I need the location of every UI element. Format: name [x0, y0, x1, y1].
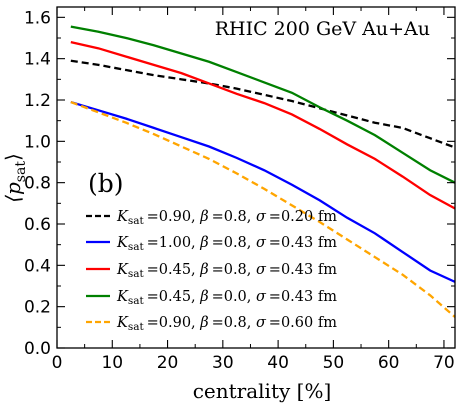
x-tick-label: 40 — [267, 353, 289, 373]
series-layer — [70, 25, 456, 318]
legend-label-2: Ksat =1.00, β =0.8, σ =0.43 fm — [116, 235, 337, 253]
legend-label-5: Ksat =0.90, β =0.8, σ =0.60 fm — [116, 315, 337, 333]
y-tick-label: 1.2 — [24, 91, 51, 111]
series-line-1 — [70, 59, 456, 149]
legend-label-4: Ksat =0.45, β =0.0, σ =0.43 fm — [116, 289, 337, 307]
y-tick-label: 1.6 — [24, 8, 51, 28]
panel-label: (b) — [88, 169, 124, 198]
x-tick-label: 20 — [157, 353, 179, 373]
x-tick-label: 60 — [378, 353, 400, 373]
series-line-3 — [70, 41, 456, 210]
x-tick-label: 70 — [433, 353, 455, 373]
legend: Ksat =0.90, β =0.8, σ =0.20 fm Ksat =1.00… — [86, 209, 337, 333]
annotation-text: RHIC 200 GeV Au+Au — [215, 18, 430, 40]
y-tick-label: 1.4 — [24, 50, 51, 70]
y-tick-label: 1.0 — [24, 132, 51, 152]
y-tick-label: 0.0 — [24, 339, 51, 359]
x-tick-label: 30 — [212, 353, 234, 373]
y-tick-label: 0.8 — [24, 174, 51, 194]
series-line-5 — [70, 100, 456, 318]
series-line-2 — [70, 100, 456, 283]
y-axis-label: ⟨psat⟩ — [1, 153, 29, 203]
legend-label-1: Ksat =0.90, β =0.8, σ =0.20 fm — [116, 209, 337, 227]
series-line-4 — [70, 25, 456, 184]
plot-frame — [56, 6, 456, 349]
axes-layer: 0 10 20 30 40 50 60 70 0.0 0.2 0.4 0.6 0.8 1.0 1.2 1.4 1… — [24, 6, 456, 373]
x-tick-label: 10 — [101, 353, 123, 373]
x-tick-label: 0 — [52, 353, 63, 373]
x-tick-label: 50 — [323, 353, 345, 373]
x-axis-label: centrality [%] — [193, 379, 332, 403]
y-tick-label: 0.6 — [24, 215, 51, 235]
y-axis-label-text: ⟨psat⟩ — [1, 153, 29, 203]
y-tick-label: 0.4 — [24, 256, 51, 276]
legend-label-3: Ksat =0.45, β =0.8, σ =0.43 fm — [116, 262, 337, 280]
y-tick-label: 0.2 — [24, 298, 51, 318]
